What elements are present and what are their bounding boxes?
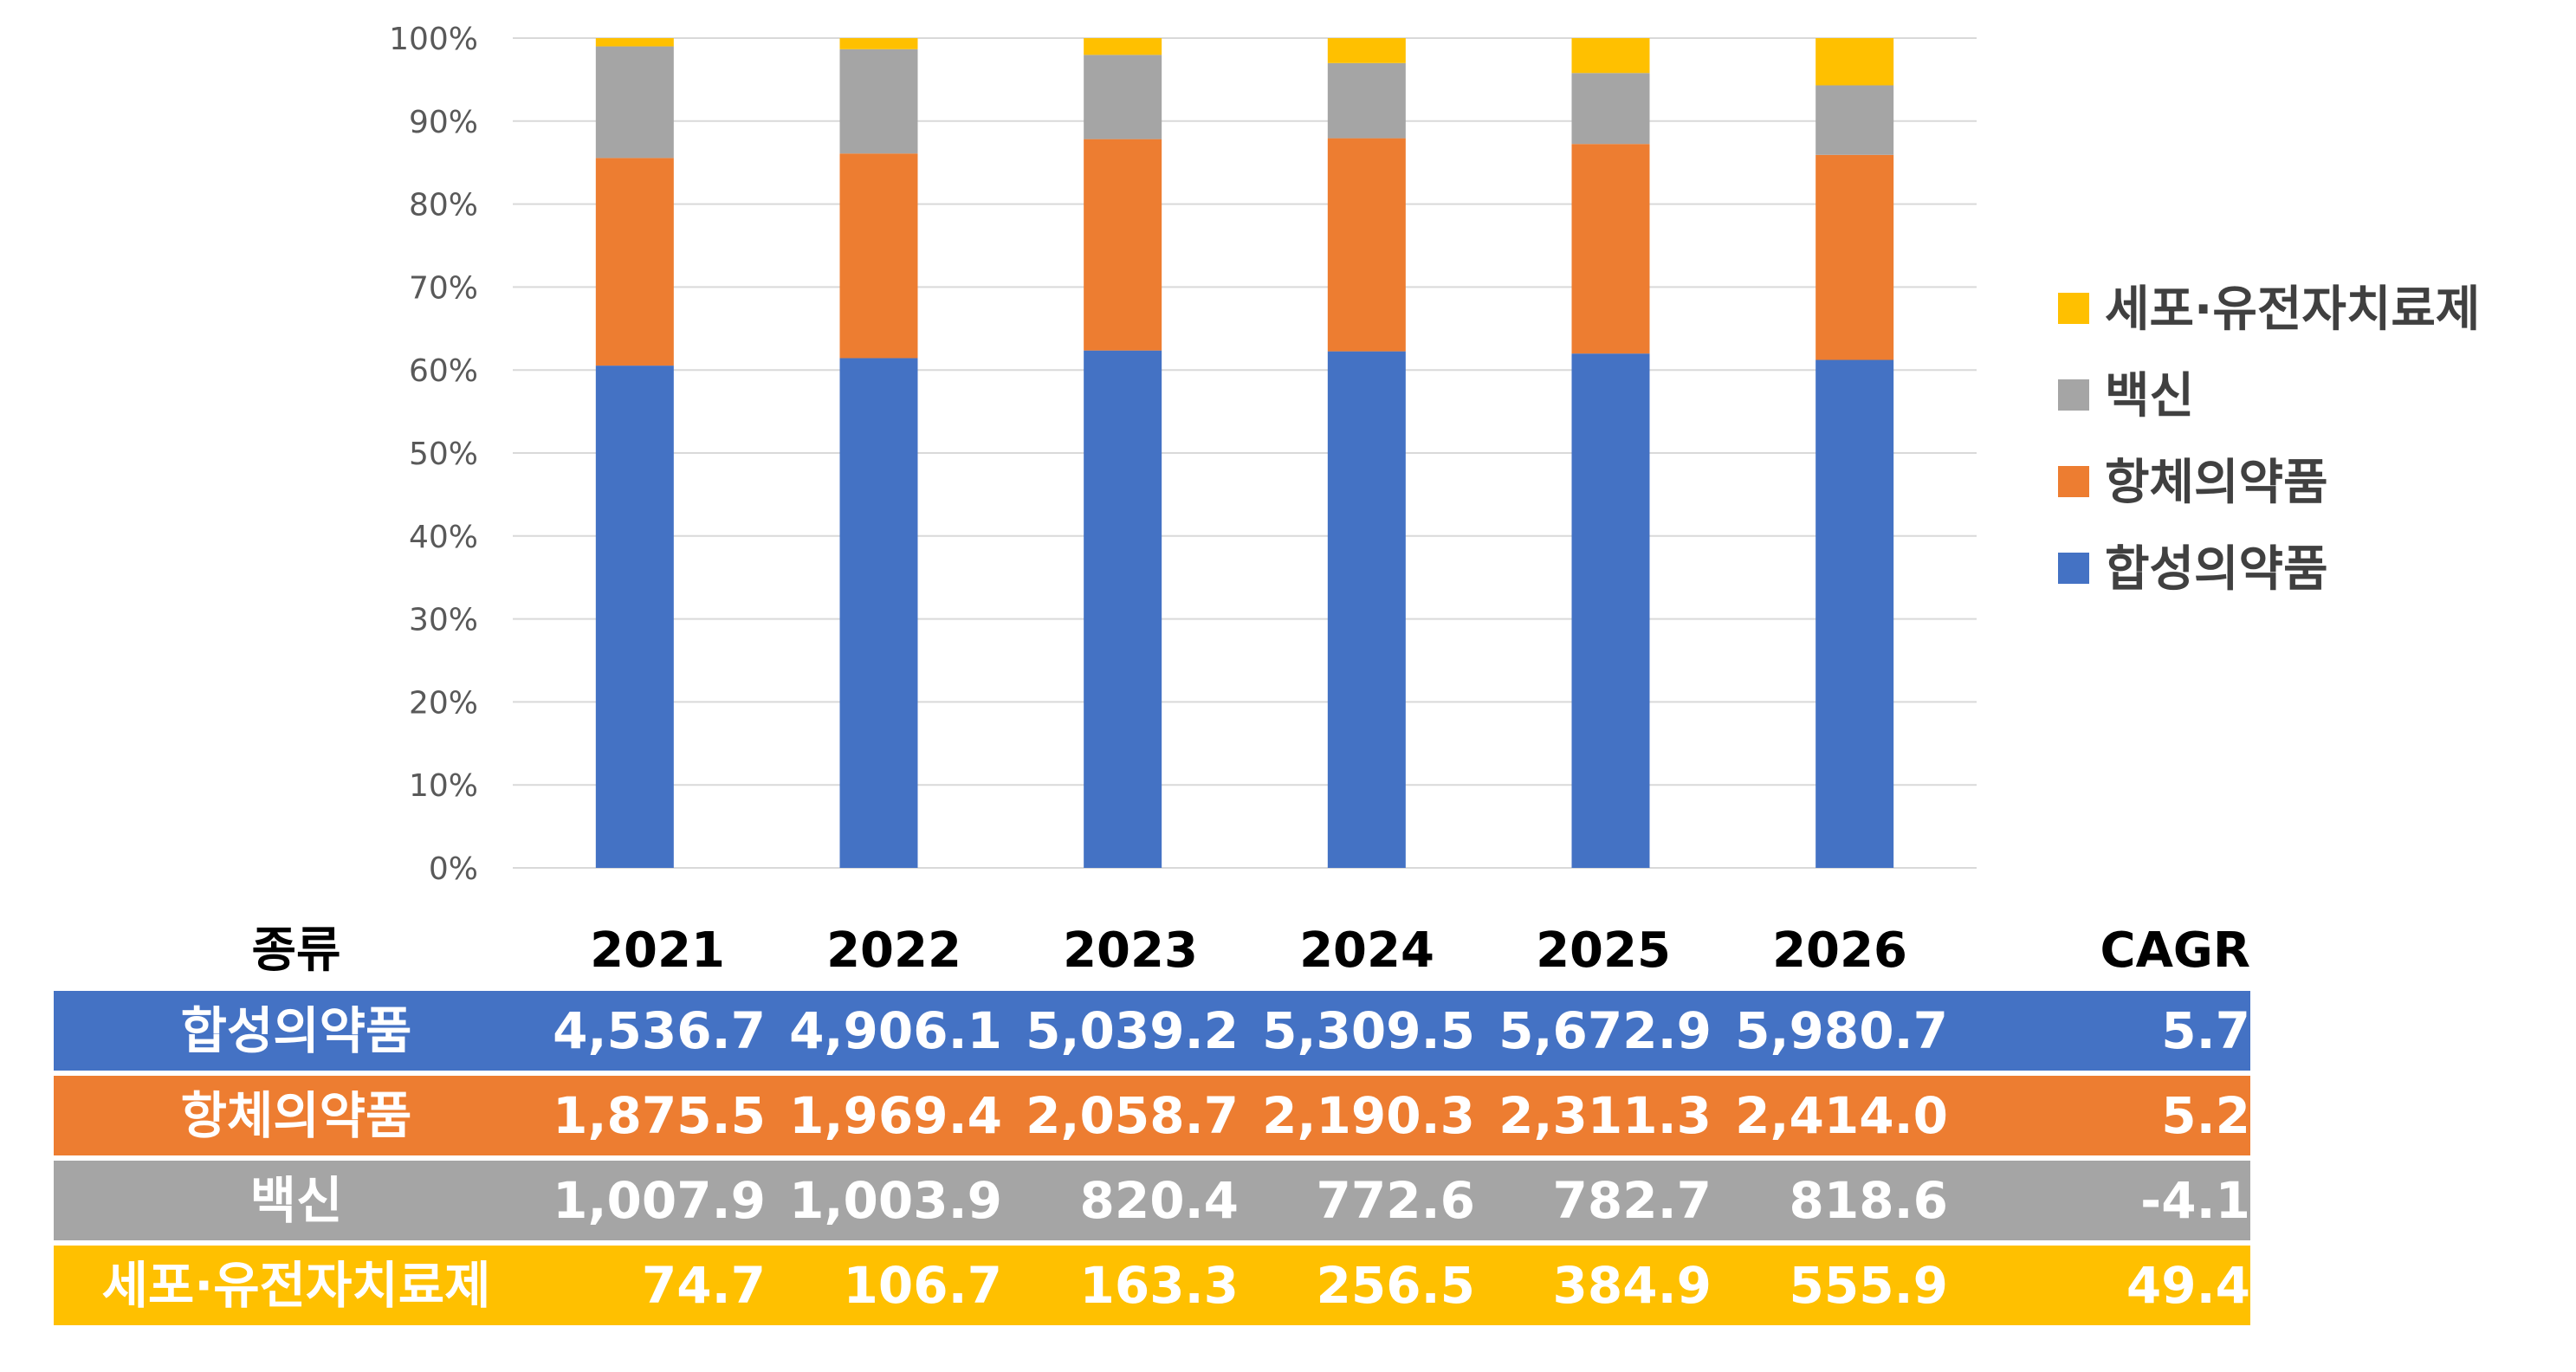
row-value-2024: 5,309.5 [1262,1001,1475,1060]
legend-label-cell_gene: 세포·유전자치료제 [2105,282,2480,338]
bar-synthetic-2022 [839,358,918,869]
bar-antibody-2023 [1084,139,1162,351]
row-value-2021: 4,536.7 [553,1001,766,1060]
row-value-2025: 2,311.3 [1498,1086,1712,1145]
bar-vaccine-2026 [1815,85,1894,155]
y-tick-60pct: 60% [409,353,478,389]
y-axis-ticks: 0% 10% 20% 30% 40% 50% 60% 70% 80% 90% 100% [389,22,478,887]
row-value-2024: 2,190.3 [1262,1086,1475,1145]
row-value-2021: 74.7 [641,1256,766,1315]
table-header: 종류 2021 2022 2023 2024 2025 2026 CAGR [54,911,2250,991]
y-tick-40pct: 40% [409,520,478,555]
header-year-2022: 2022 [826,922,961,979]
header-type-label: 종류 [251,922,341,979]
bar-synthetic-2023 [1084,350,1162,868]
bar-vaccine-2025 [1571,73,1650,145]
bar-antibody-2021 [595,158,674,366]
header-year-2024: 2024 [1299,922,1434,979]
legend-label-vaccine: 백신 [2105,368,2194,424]
legend-swatch-vaccine [2058,379,2089,411]
stacked-bar-chart: 0% 10% 20% 30% 40% 50% 60% 70% 80% 90% 100% 세포·유전자… [389,22,2480,887]
row-cagr: 5.7 [2161,1001,2250,1060]
bar-synthetic-2024 [1327,351,1406,868]
legend-swatch-synthetic [2058,553,2089,584]
row-value-2024: 256.5 [1316,1256,1475,1315]
header-year-2026: 2026 [1772,922,1907,979]
row-value-2022: 106.7 [843,1256,1002,1315]
grid-lines [513,37,1977,869]
bar-cell_gene-2024 [1327,38,1406,63]
y-tick-100pct: 100% [389,22,478,57]
y-tick-90pct: 90% [409,105,478,140]
row-value-2023: 820.4 [1079,1171,1239,1230]
legend-swatch-cell_gene [2058,293,2089,324]
bar-synthetic-2021 [595,366,674,869]
row-value-2022: 1,969.4 [789,1086,1002,1145]
legend-label-antibody: 항체의약품 [2105,455,2328,511]
bars [595,38,1894,869]
y-tick-80pct: 80% [409,188,478,223]
row-name: 합성의약품 [180,1001,412,1060]
y-tick-70pct: 70% [409,270,478,306]
bar-vaccine-2021 [595,46,674,159]
data-table: 종류 2021 2022 2023 2024 2025 2026 CAGR 합성… [54,911,2250,1325]
bar-antibody-2024 [1327,138,1406,352]
bar-synthetic-2025 [1571,353,1650,868]
bar-synthetic-2026 [1815,359,1894,868]
y-tick-50pct: 50% [409,437,478,472]
table-row-antibody: 항체의약품 1,875.5 1,969.4 2,058.7 2,190.3 2,… [54,1076,2250,1155]
row-value-2025: 384.9 [1552,1256,1712,1315]
bar-cell_gene-2026 [1815,38,1894,86]
row-value-2026: 555.9 [1789,1256,1948,1315]
row-cagr: -4.1 [2140,1171,2250,1230]
row-value-2023: 2,058.7 [1026,1086,1239,1145]
row-name: 백신 [249,1171,343,1230]
bar-vaccine-2022 [839,49,918,154]
row-value-2024: 772.6 [1316,1171,1475,1230]
row-value-2023: 163.3 [1079,1256,1239,1315]
header-year-2021: 2021 [590,922,725,979]
row-value-2025: 782.7 [1552,1171,1712,1230]
header-year-2025: 2025 [1536,922,1671,979]
bar-cell_gene-2025 [1571,38,1650,74]
bar-cell_gene-2023 [1084,38,1162,55]
table-row-synthetic: 합성의약품 4,536.7 4,906.1 5,039.2 5,309.5 5,… [54,991,2250,1071]
legend-swatch-antibody [2058,466,2089,497]
bar-antibody-2022 [839,153,918,359]
row-value-2021: 1,007.9 [553,1171,766,1230]
row-value-2026: 2,414.0 [1735,1086,1948,1145]
table-row-cell-gene: 세포·유전자치료제 74.7 106.7 163.3 256.5 384.9 5… [54,1246,2250,1325]
bar-cell_gene-2021 [595,38,674,47]
row-value-2025: 5,672.9 [1498,1001,1712,1060]
row-value-2023: 5,039.2 [1026,1001,1239,1060]
table-row-vaccine: 백신 1,007.9 1,003.9 820.4 772.6 782.7 818… [54,1161,2250,1240]
y-tick-20pct: 20% [409,685,478,721]
row-value-2026: 818.6 [1789,1171,1948,1230]
row-value-2022: 1,003.9 [789,1171,1002,1230]
bar-antibody-2026 [1815,154,1894,360]
row-cagr: 5.2 [2161,1086,2250,1145]
header-year-2023: 2023 [1063,922,1198,979]
bar-cell_gene-2022 [839,38,918,49]
row-value-2021: 1,875.5 [553,1086,766,1145]
bar-vaccine-2024 [1327,62,1406,139]
bar-antibody-2025 [1571,144,1650,354]
row-value-2022: 4,906.1 [789,1001,1002,1060]
y-tick-0pct: 0% [429,851,478,887]
y-tick-10pct: 10% [409,768,478,804]
row-name: 세포·유전자치료제 [101,1256,491,1315]
legend-label-synthetic: 합성의약품 [2105,541,2328,598]
header-cagr: CAGR [2100,922,2250,979]
row-name: 항체의약품 [180,1086,412,1145]
y-tick-30pct: 30% [409,603,478,638]
bar-vaccine-2023 [1084,55,1162,139]
row-cagr: 49.4 [2126,1256,2250,1315]
row-value-2026: 5,980.7 [1735,1001,1948,1060]
